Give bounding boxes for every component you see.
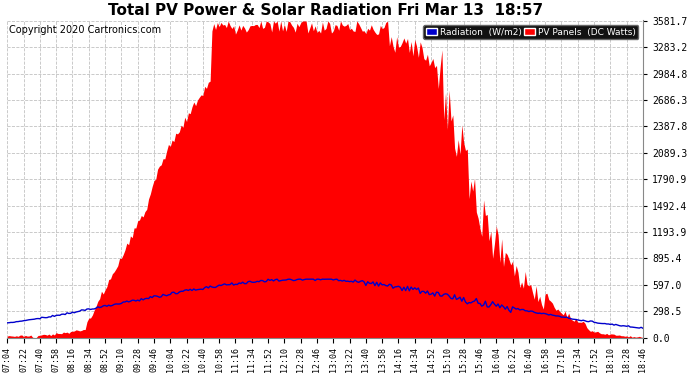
Text: Copyright 2020 Cartronics.com: Copyright 2020 Cartronics.com xyxy=(8,25,161,35)
Legend: Radiation  (W/m2), PV Panels  (DC Watts): Radiation (W/m2), PV Panels (DC Watts) xyxy=(424,25,638,39)
Title: Total PV Power & Solar Radiation Fri Mar 13  18:57: Total PV Power & Solar Radiation Fri Mar… xyxy=(108,3,542,18)
